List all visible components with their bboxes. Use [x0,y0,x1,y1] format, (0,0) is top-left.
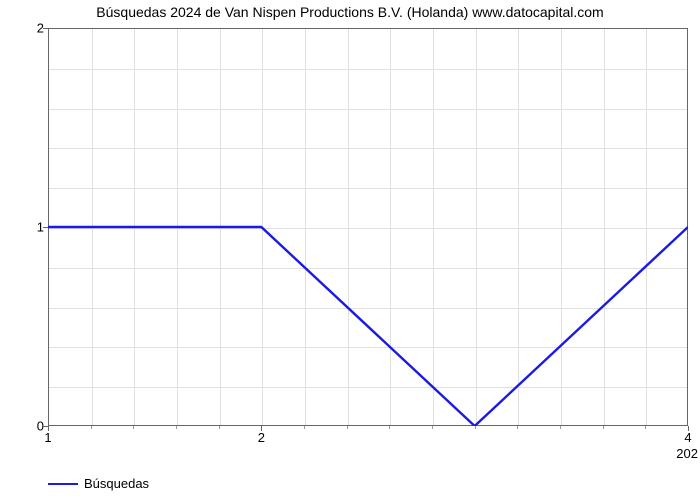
y-tick-label: 2 [14,21,44,36]
x-tick-label: 4 [684,430,691,445]
chart-title: Búsquedas 2024 de Van Nispen Productions… [0,4,700,20]
legend-label: Búsquedas [84,476,149,491]
corner-year-label: 202 [676,446,698,461]
legend-swatch [48,483,78,485]
x-tick-label: 1 [44,430,51,445]
chart-container: Búsquedas 2024 de Van Nispen Productions… [0,0,700,500]
y-tick-label: 0 [14,419,44,434]
y-tick-label: 1 [14,220,44,235]
x-tick-label: 2 [258,430,265,445]
legend: Búsquedas [48,476,149,491]
line-series [48,28,688,426]
